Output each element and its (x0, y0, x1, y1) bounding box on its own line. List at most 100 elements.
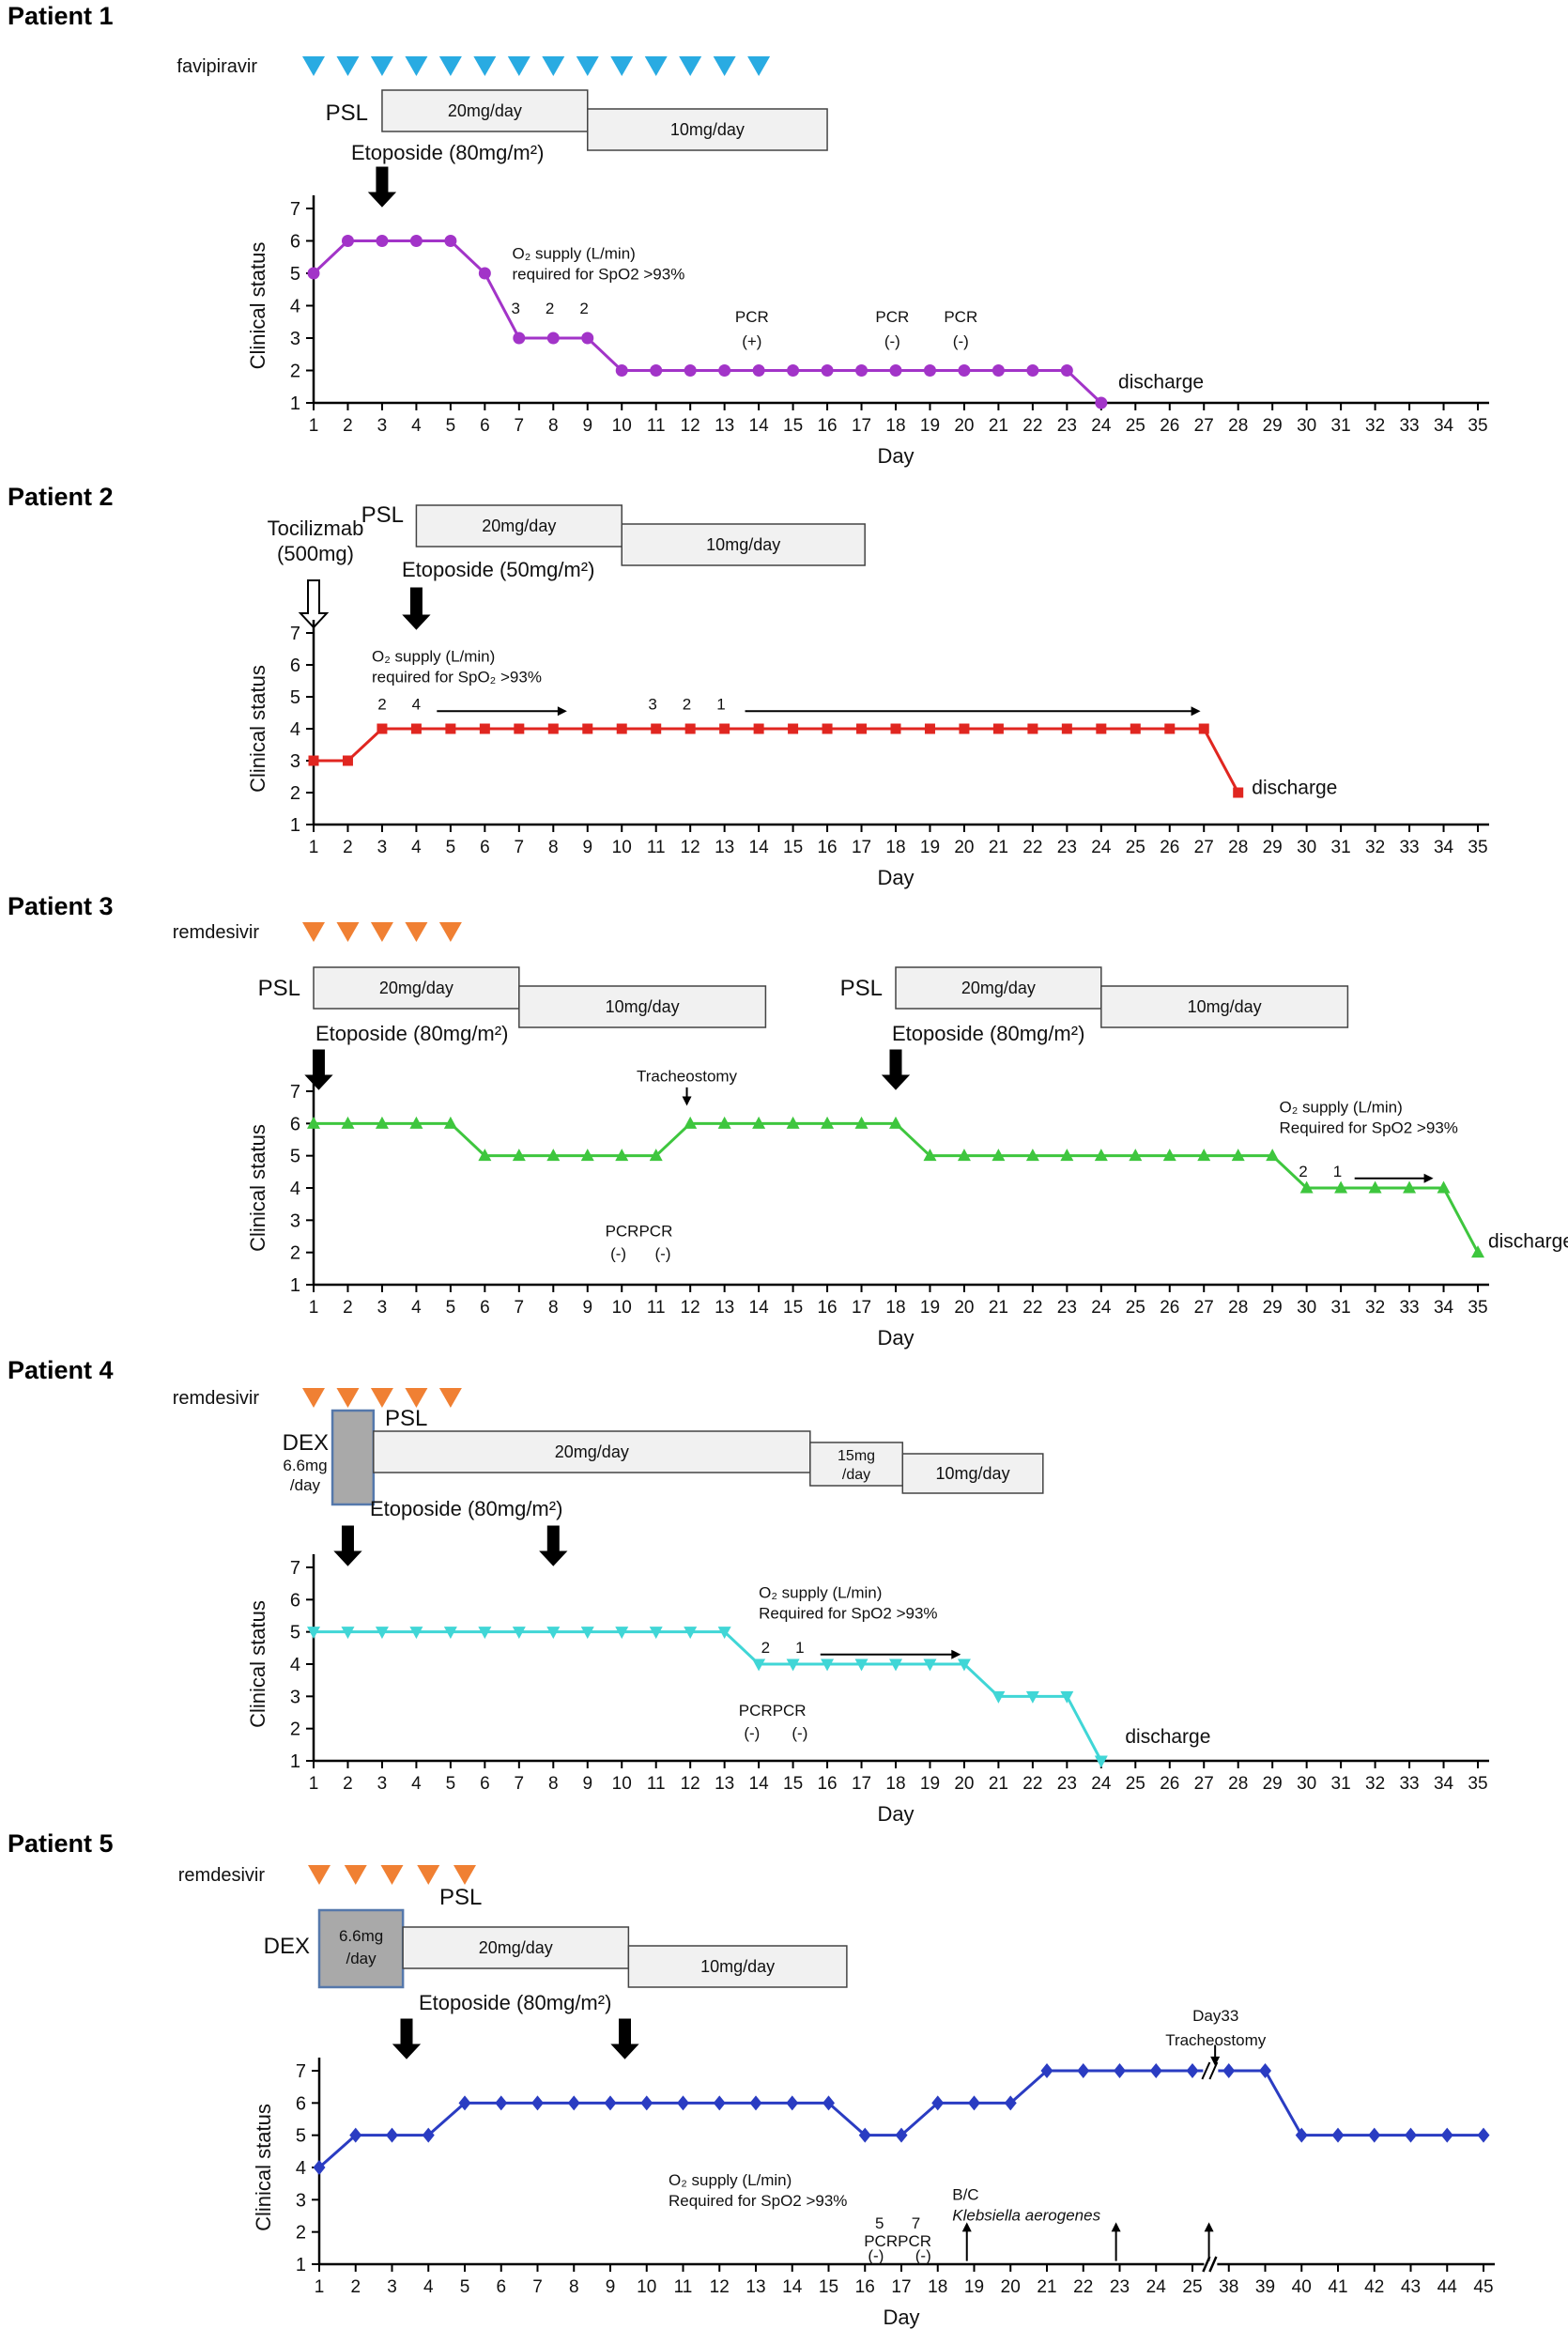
svg-text:2: 2 (290, 1243, 300, 1264)
svg-text:4: 4 (423, 2277, 434, 2297)
down-arrow-icon (1210, 2056, 1221, 2066)
dex-dose-box (317, 1908, 405, 1989)
svg-text:required for SpO₂ >93%: required for SpO₂ >93% (372, 669, 542, 686)
psl-dose-box (415, 504, 623, 548)
svg-text:3: 3 (511, 300, 519, 317)
svg-text:18: 18 (928, 2277, 947, 2297)
svg-text:PCR: PCR (735, 308, 769, 326)
svg-text:28: 28 (1228, 1774, 1248, 1794)
right-arrow-icon (1191, 706, 1201, 717)
svg-text:Clinical status: Clinical status (246, 242, 269, 370)
svg-text:19: 19 (920, 1298, 940, 1318)
svg-text:3: 3 (290, 1687, 300, 1707)
svg-text:15: 15 (819, 2277, 838, 2297)
svg-text:10mg/day: 10mg/day (706, 535, 780, 554)
svg-text:Required for SpO2 >93%: Required for SpO2 >93% (669, 2192, 847, 2210)
svg-text:20mg/day: 20mg/day (479, 1938, 553, 1957)
svg-text:32: 32 (1365, 838, 1385, 857)
annotations-5: O₂ supply (L/min) Required for SpO2 >93% 5… (669, 2007, 1267, 2273)
svg-text:3: 3 (648, 696, 656, 714)
svg-text:41: 41 (1328, 2277, 1347, 2297)
up-arrow-icon (1111, 2222, 1121, 2232)
svg-text:12: 12 (710, 2277, 730, 2297)
svg-text:24: 24 (1091, 1298, 1112, 1318)
svg-text:10: 10 (612, 1774, 632, 1794)
svg-text:5: 5 (290, 1147, 300, 1167)
svg-text:20mg/day: 20mg/day (555, 1442, 629, 1461)
svg-text:22: 22 (1022, 416, 1042, 436)
svg-text:PSL: PSL (439, 1885, 482, 1910)
svg-text:O₂ supply (L/min): O₂ supply (L/min) (1279, 1098, 1402, 1116)
svg-text:35: 35 (1468, 416, 1487, 436)
drug-dose-triangle-icon (308, 1865, 331, 1885)
svg-text:15: 15 (783, 838, 803, 857)
svg-text:29: 29 (1263, 838, 1283, 857)
svg-text:5: 5 (290, 687, 300, 708)
annotations-3: Tracheostomy O₂ supply (L/min) Required fo… (606, 1068, 1568, 1263)
svg-text:Clinical status: Clinical status (246, 665, 269, 793)
svg-text:14: 14 (749, 838, 770, 857)
svg-text:2: 2 (579, 300, 588, 317)
svg-text:10mg/day: 10mg/day (670, 120, 745, 139)
svg-text:23: 23 (1057, 1298, 1077, 1318)
svg-text:21: 21 (989, 416, 1008, 436)
svg-text:40: 40 (1292, 2277, 1312, 2297)
svg-text:Required for SpO2 >93%: Required for SpO2 >93% (759, 1605, 937, 1623)
svg-text:35: 35 (1468, 1774, 1487, 1794)
svg-text:12: 12 (681, 1774, 700, 1794)
svg-text:31: 31 (1331, 416, 1351, 436)
annotations-2: O₂ supply (L/min) required for SpO₂ >93% 2… (372, 648, 1337, 799)
svg-text:18: 18 (885, 1298, 905, 1318)
svg-text:PSL: PSL (326, 100, 368, 126)
psl-dose-box (809, 1442, 904, 1487)
svg-text:20mg/day: 20mg/day (482, 517, 556, 535)
svg-text:7: 7 (532, 2277, 543, 2297)
svg-text:5: 5 (296, 2126, 306, 2147)
svg-text:/day: /day (290, 1476, 321, 1494)
svg-text:6.6mg: 6.6mg (283, 1457, 327, 1474)
dex-dose-box (331, 1409, 376, 1506)
svg-text:O₂ supply (L/min): O₂ supply (L/min) (372, 648, 495, 666)
svg-text:35: 35 (1468, 838, 1487, 857)
etoposide-arrow-icon (402, 587, 431, 630)
svg-text:7: 7 (290, 1558, 300, 1579)
svg-text:25: 25 (1126, 1774, 1145, 1794)
svg-text:10: 10 (612, 1298, 632, 1318)
svg-text:33: 33 (1399, 1298, 1419, 1318)
svg-text:25: 25 (1126, 838, 1145, 857)
treatments-2: Tocilizmab(500mg) PSL 20mg/day 10mg/day Etop… (268, 502, 866, 630)
svg-text:11: 11 (647, 1298, 666, 1318)
svg-text:4: 4 (412, 696, 421, 714)
psl-dose-box (1100, 985, 1349, 1028)
svg-text:1: 1 (795, 1639, 804, 1657)
up-arrow-icon (961, 2222, 972, 2232)
svg-text:Etoposide (50mg/m²): Etoposide (50mg/m²) (402, 558, 594, 581)
svg-text:25: 25 (1126, 1298, 1145, 1318)
svg-text:26: 26 (1160, 1774, 1179, 1794)
patient-3-title: Patient 3 (8, 892, 114, 920)
svg-text:(-): (-) (915, 2247, 931, 2265)
svg-text:10: 10 (612, 838, 632, 857)
svg-text:23: 23 (1110, 2277, 1130, 2297)
right-arrow-icon (557, 706, 567, 717)
svg-text:16: 16 (817, 838, 837, 857)
svg-text:15: 15 (783, 1298, 803, 1318)
drug-dose-triangle-icon (542, 56, 565, 76)
svg-text:21: 21 (989, 1774, 1008, 1794)
svg-text:12: 12 (681, 838, 700, 857)
drug-dose-triangle-icon (747, 56, 771, 76)
drug-dose-triangle-icon (336, 922, 360, 942)
svg-text:O₂ supply (L/min): O₂ supply (L/min) (759, 1584, 882, 1602)
drug-dose-triangle-icon (438, 1388, 462, 1408)
svg-text:Clinical status: Clinical status (246, 1600, 269, 1728)
svg-text:30: 30 (1297, 838, 1316, 857)
svg-text:Tracheostomy: Tracheostomy (1165, 2031, 1267, 2049)
svg-text:7: 7 (515, 416, 525, 436)
svg-text:remdesivir: remdesivir (178, 1865, 266, 1886)
svg-text:1: 1 (309, 1774, 319, 1794)
svg-text:6: 6 (290, 232, 300, 253)
svg-text:2: 2 (290, 783, 300, 804)
svg-text:2: 2 (350, 2277, 361, 2297)
drug-dose-triangle-icon (405, 56, 428, 76)
drug-dose-triangle-icon (576, 56, 599, 76)
